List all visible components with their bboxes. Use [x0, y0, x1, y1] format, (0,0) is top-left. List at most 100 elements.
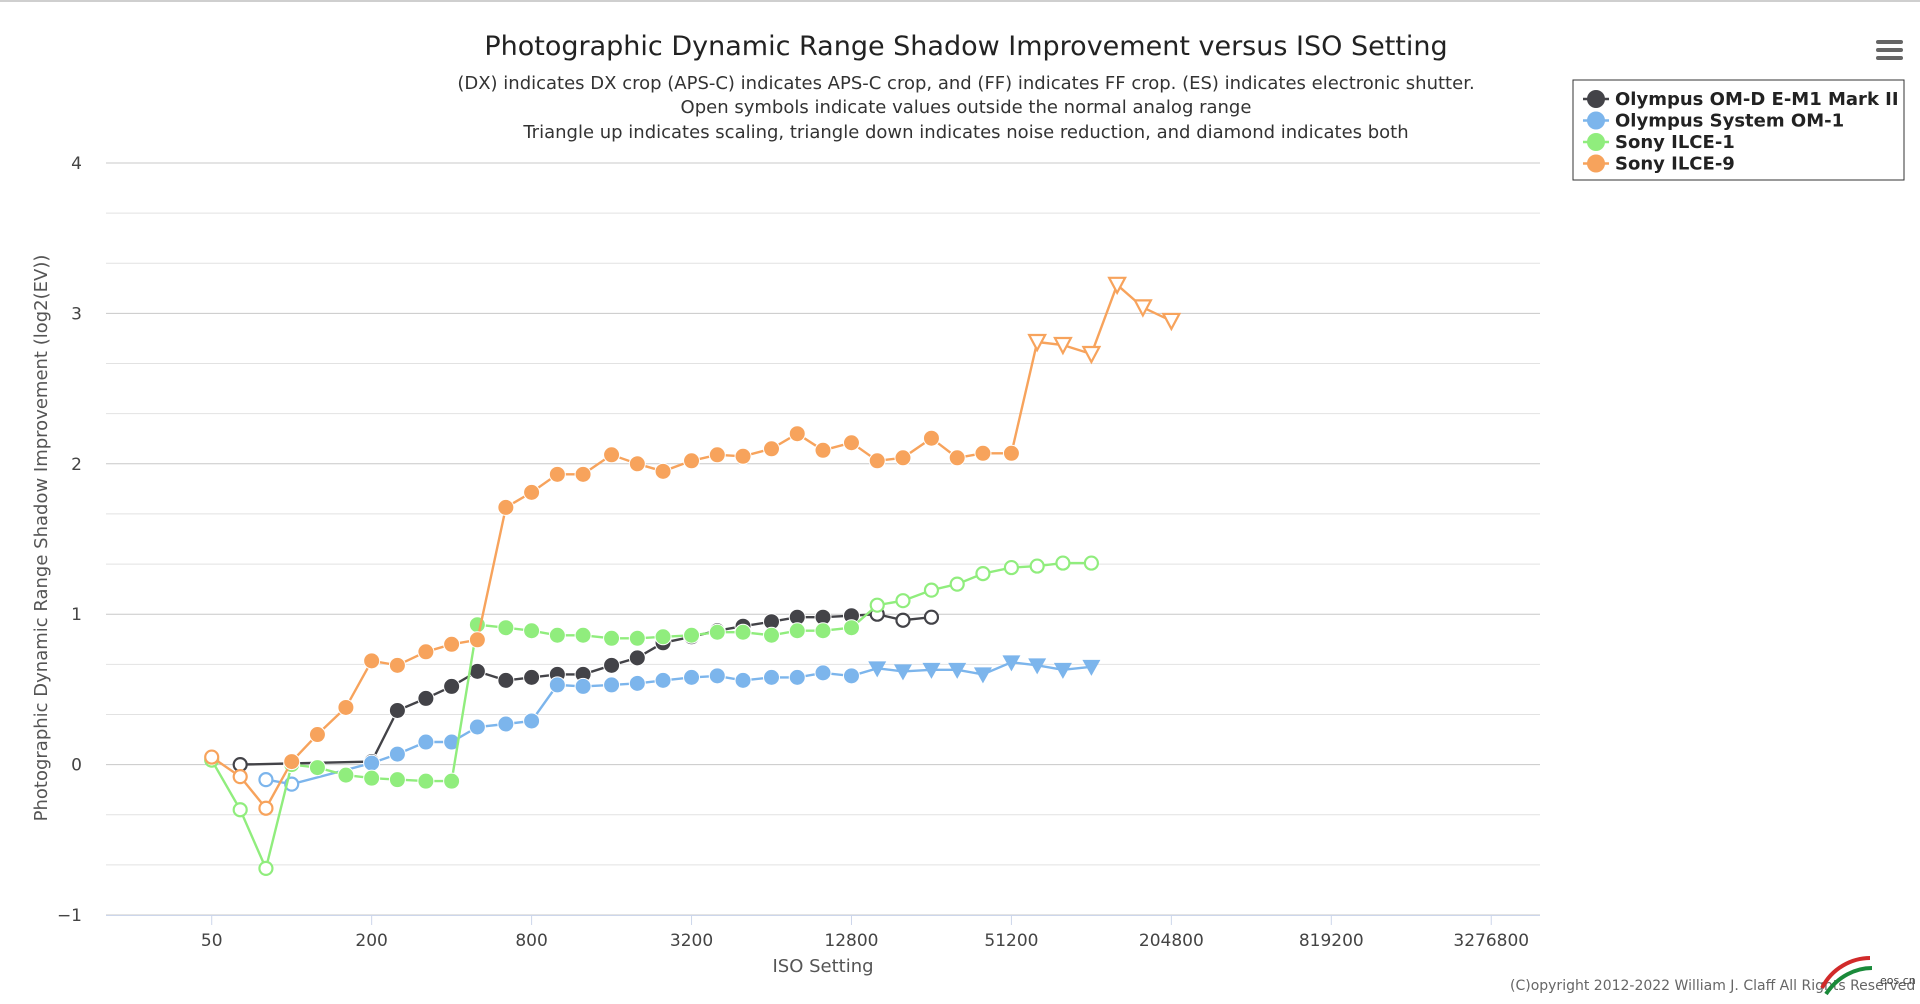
data-point[interactable]	[788, 622, 806, 640]
data-point[interactable]	[574, 677, 592, 695]
data-point[interactable]	[763, 626, 781, 644]
data-point[interactable]	[654, 671, 672, 689]
data-point[interactable]	[683, 668, 701, 686]
data-point[interactable]	[683, 626, 701, 644]
data-point[interactable]	[894, 449, 912, 467]
data-point[interactable]	[388, 745, 406, 763]
data-point[interactable]	[548, 676, 566, 694]
data-point[interactable]	[814, 622, 832, 640]
data-point[interactable]	[708, 623, 726, 641]
legend-item[interactable]: Sony ILCE-1	[1583, 132, 1735, 153]
data-point[interactable]	[443, 772, 461, 790]
data-point[interactable]	[948, 449, 966, 467]
data-point[interactable]	[603, 656, 621, 674]
data-point[interactable]	[842, 434, 860, 452]
data-point-open[interactable]	[258, 860, 274, 876]
data-point[interactable]	[308, 726, 326, 744]
hamburger-menu-button[interactable]	[1868, 34, 1904, 66]
data-point-triangle-down[interactable]	[973, 667, 992, 684]
data-point-open[interactable]	[923, 609, 940, 625]
data-point[interactable]	[523, 712, 541, 730]
data-point[interactable]	[443, 733, 461, 751]
data-point[interactable]	[443, 635, 461, 653]
data-point[interactable]	[683, 452, 701, 470]
data-point[interactable]	[497, 498, 515, 516]
data-point-open[interactable]	[1055, 555, 1071, 571]
data-point[interactable]	[868, 452, 886, 470]
data-point[interactable]	[388, 701, 406, 719]
data-point[interactable]	[443, 677, 461, 695]
data-point-open[interactable]	[975, 565, 991, 582]
data-point[interactable]	[814, 441, 832, 459]
data-point-triangle-down[interactable]	[1028, 658, 1047, 675]
data-point-open[interactable]	[895, 593, 911, 609]
data-point[interactable]	[417, 643, 435, 661]
data-point[interactable]	[628, 649, 646, 667]
data-point[interactable]	[497, 715, 515, 733]
data-point[interactable]	[574, 465, 592, 483]
data-point-open[interactable]	[232, 769, 248, 785]
data-point[interactable]	[974, 444, 992, 462]
data-point[interactable]	[788, 668, 806, 686]
data-point[interactable]	[363, 769, 381, 787]
legend-item[interactable]: Olympus System OM-1	[1583, 111, 1844, 132]
data-point[interactable]	[468, 631, 486, 649]
data-point[interactable]	[603, 446, 621, 464]
data-point[interactable]	[337, 766, 355, 784]
data-point-open[interactable]	[258, 772, 274, 788]
data-point[interactable]	[497, 619, 515, 637]
data-point-triangle-down[interactable]	[1053, 662, 1072, 679]
data-point[interactable]	[734, 447, 752, 465]
data-point[interactable]	[548, 465, 566, 483]
data-point[interactable]	[734, 671, 752, 689]
data-point[interactable]	[628, 455, 646, 473]
data-point-open[interactable]	[1029, 558, 1045, 574]
data-point-open[interactable]	[1083, 555, 1099, 571]
data-point[interactable]	[788, 425, 806, 443]
data-point[interactable]	[654, 628, 672, 646]
data-point-open[interactable]	[1003, 559, 1020, 576]
data-point[interactable]	[523, 668, 541, 686]
data-point[interactable]	[603, 676, 621, 694]
data-point[interactable]	[763, 440, 781, 458]
data-point-triangle-down[interactable]	[893, 664, 912, 681]
data-point-triangle-down[interactable]	[868, 661, 887, 678]
data-point[interactable]	[628, 674, 646, 692]
data-point[interactable]	[337, 698, 355, 716]
data-point-triangle-down-open[interactable]	[1107, 276, 1127, 296]
data-point-triangle-down[interactable]	[1082, 659, 1101, 676]
data-point[interactable]	[763, 668, 781, 686]
data-point[interactable]	[417, 733, 435, 751]
data-point[interactable]	[363, 652, 381, 670]
data-point[interactable]	[574, 626, 592, 644]
data-point-triangle-down-open[interactable]	[1161, 312, 1182, 332]
data-point-triangle-down-open[interactable]	[1133, 299, 1153, 318]
data-point[interactable]	[842, 667, 860, 685]
data-point-triangle-down[interactable]	[1002, 655, 1021, 672]
data-point[interactable]	[417, 772, 435, 790]
data-point-triangle-down[interactable]	[948, 662, 967, 679]
data-point[interactable]	[814, 664, 832, 682]
data-point-triangle-down-open[interactable]	[1081, 345, 1102, 365]
data-point-triangle-down[interactable]	[922, 662, 941, 679]
data-point[interactable]	[603, 629, 621, 647]
data-point[interactable]	[523, 622, 541, 640]
data-point-open[interactable]	[949, 576, 965, 592]
data-point[interactable]	[628, 629, 646, 647]
data-point[interactable]	[734, 623, 752, 641]
data-point[interactable]	[388, 771, 406, 789]
data-point[interactable]	[388, 656, 406, 674]
data-point[interactable]	[842, 619, 860, 637]
data-point[interactable]	[283, 753, 301, 771]
data-point[interactable]	[654, 462, 672, 480]
data-point[interactable]	[1002, 444, 1020, 462]
data-point-open[interactable]	[204, 749, 220, 765]
data-point[interactable]	[708, 446, 726, 464]
data-point-open[interactable]	[869, 597, 885, 613]
data-point[interactable]	[922, 429, 940, 447]
data-point-triangle-down-open[interactable]	[1053, 336, 1073, 356]
data-point-open[interactable]	[923, 582, 940, 598]
data-point-triangle-down-open[interactable]	[1027, 333, 1048, 353]
data-point[interactable]	[497, 671, 515, 689]
data-point-open[interactable]	[895, 612, 911, 628]
